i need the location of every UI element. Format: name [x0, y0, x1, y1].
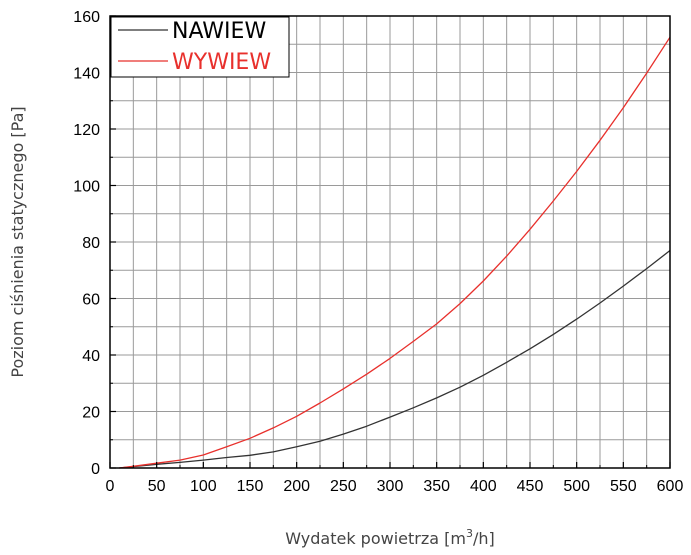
y-axis-title: Poziom ciśnienia statycznego [Pa] [8, 106, 27, 377]
x-axis-title-superscript: 3 [466, 527, 473, 540]
legend-box [110, 16, 290, 78]
x-tick-label: 100 [190, 478, 217, 495]
y-tick-label: 60 [82, 292, 100, 309]
y-tick-label: 80 [82, 235, 100, 252]
x-axis: 0 50 100 150 200 250 300 350 400 450 500 550 600 [106, 462, 684, 495]
x-tick-label: 550 [610, 478, 637, 495]
legend-label-wywiew: WYWIEW [172, 50, 271, 75]
y-tick-label: 140 [73, 66, 100, 83]
y-tick-label: 20 [82, 405, 100, 422]
x-tick-label: 0 [106, 478, 115, 495]
grid [110, 16, 670, 468]
y-tick-label: 0 [91, 461, 100, 478]
x-tick-label: 400 [470, 478, 497, 495]
x-tick-label: 250 [330, 478, 357, 495]
x-axis-title-main: Wydatek powietrza [m [285, 529, 466, 548]
x-tick-label: 50 [148, 478, 166, 495]
x-tick-label: 450 [517, 478, 544, 495]
x-tick-label: 350 [423, 478, 450, 495]
y-tick-label: 120 [73, 122, 100, 139]
x-tick-label: 600 [657, 478, 684, 495]
x-tick-label: 150 [237, 478, 264, 495]
x-axis-title: Wydatek powietrza [m3/h] [285, 527, 495, 548]
series-line-nawiew [119, 249, 671, 469]
y-axis: 0 20 40 60 80 100 120 140 160 [73, 9, 116, 478]
series-line-wywiew [119, 36, 671, 469]
y-tick-label: 160 [73, 9, 100, 26]
y-tick-label: 100 [73, 179, 100, 196]
x-tick-label: 300 [377, 478, 404, 495]
legend: NAWIEW WYWIEW [110, 16, 290, 78]
legend-label-nawiew: NAWIEW [172, 19, 266, 44]
y-tick-label: 40 [82, 348, 100, 365]
x-tick-label: 500 [563, 478, 590, 495]
x-axis-title-tail: /h] [473, 529, 495, 548]
series-layer [119, 36, 671, 469]
x-tick-label: 200 [283, 478, 310, 495]
